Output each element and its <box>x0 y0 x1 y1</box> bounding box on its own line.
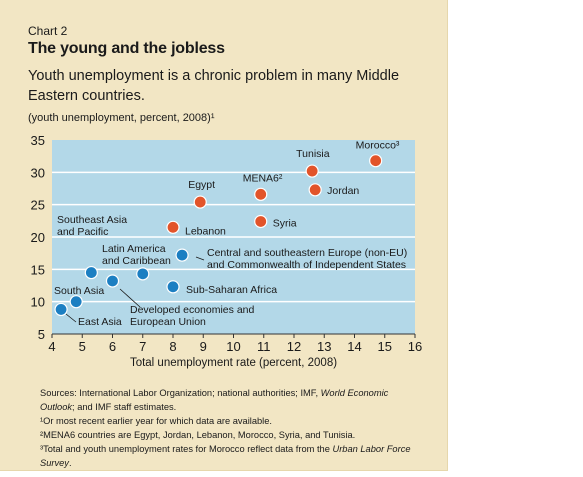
point-label: Egypt <box>188 179 215 191</box>
leader-line <box>195 256 205 261</box>
x-tick-label: 15 <box>378 339 392 354</box>
data-point <box>308 183 322 197</box>
footnote-3-end: . <box>68 458 72 468</box>
point-label: and Pacific <box>57 226 108 238</box>
x-axis-label: Total unemployment rate (percent, 2008) <box>130 357 337 369</box>
point-label: South Asia <box>54 285 104 297</box>
x-tick-label: 8 <box>169 339 176 354</box>
y-tick-label: 10 <box>31 295 45 310</box>
point-label: Syria <box>273 217 297 229</box>
y-tick-label: 20 <box>31 230 45 245</box>
x-tick-label: 6 <box>109 339 116 354</box>
data-point <box>254 187 268 201</box>
x-tick-label: 11 <box>257 339 271 354</box>
data-point <box>69 295 83 309</box>
leader-line <box>119 288 141 308</box>
point-label: Lebanon <box>185 225 226 237</box>
y-tick-label: 30 <box>31 165 45 180</box>
footnote-3-continued: Survey. <box>40 458 72 468</box>
data-point <box>193 195 207 209</box>
leader-line <box>65 313 77 323</box>
chart-unit-label: (youth unemployment, percent, 2008)¹ <box>28 112 215 124</box>
source-publication: World Economic <box>320 388 389 398</box>
point-label: Southeast Asia <box>57 214 127 226</box>
point-label: Developed economies and <box>130 304 254 316</box>
source-note: Sources: International Labor Organizatio… <box>40 388 388 398</box>
point-label: Latin America <box>102 243 166 255</box>
point-label: Central and southeastern Europe (non-EU) <box>207 247 407 259</box>
point-label: Tunisia <box>296 148 330 160</box>
y-tick-label: 15 <box>31 262 45 277</box>
source-text-cont: ; and IMF staff estimates. <box>72 402 177 412</box>
data-point <box>175 248 189 262</box>
y-tick-label: 25 <box>31 198 45 213</box>
footnote-3: ³Total and youth unemployment rates for … <box>40 444 411 454</box>
chart-number: Chart 2 <box>28 24 68 38</box>
source-note-continued: Outlook; and IMF staff estimates. <box>40 402 176 412</box>
footnote-3-survey-cont: Survey <box>40 458 69 468</box>
point-label: and Caribbean <box>102 255 171 267</box>
point-label: Morocco³ <box>356 140 400 152</box>
data-point <box>254 214 268 229</box>
data-point <box>84 265 98 280</box>
point-label: MENA6² <box>243 172 283 184</box>
data-point <box>166 220 180 234</box>
data-point <box>369 154 383 168</box>
point-label: European Union <box>130 316 206 328</box>
data-point <box>54 302 68 317</box>
x-tick-label: 7 <box>139 339 146 354</box>
x-tick-label: 10 <box>226 339 240 354</box>
chart-title: The young and the jobless <box>28 40 225 57</box>
data-point <box>136 267 150 281</box>
point-label: and Commonwealth of Independent States <box>207 259 406 271</box>
x-tick-label: 5 <box>79 339 86 354</box>
data-point <box>105 274 120 288</box>
y-tick-label: 5 <box>38 327 45 342</box>
x-tick-label: 14 <box>347 339 361 354</box>
x-tick-label: 4 <box>48 339 55 354</box>
data-point <box>166 280 180 294</box>
data-point <box>305 164 319 178</box>
footnote-3-survey: Urban Labor Force <box>332 444 411 454</box>
footnote-3-text: ³Total and youth unemployment rates for … <box>40 444 333 454</box>
x-tick-label: 13 <box>317 339 331 354</box>
x-tick-label: 16 <box>408 339 422 354</box>
point-label: Sub-Saharan Africa <box>186 284 277 296</box>
source-text: Sources: International Labor Organizatio… <box>40 388 321 398</box>
x-tick-label: 12 <box>287 339 301 354</box>
source-publication-cont: Outlook <box>40 402 73 412</box>
y-tick-label: 35 <box>31 133 45 148</box>
point-label: Jordan <box>327 185 359 197</box>
footnote-1: ¹Or most recent earlier year for which d… <box>40 416 273 426</box>
footnote-2: ²MENA6 countries are Egypt, Jordan, Leba… <box>40 430 356 440</box>
chart-subtitle: Youth unemployment is a chronic problem … <box>28 68 400 104</box>
x-tick-label: 9 <box>200 339 207 354</box>
point-label: East Asia <box>78 316 122 328</box>
